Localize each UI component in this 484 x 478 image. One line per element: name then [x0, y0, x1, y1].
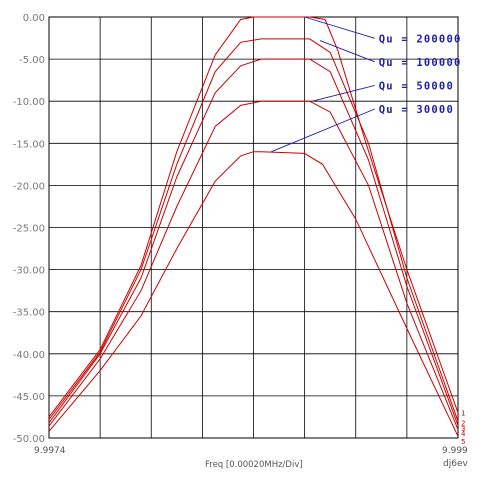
callout-leader: [271, 108, 375, 153]
curve-line: [48, 151, 459, 437]
y-tick-label: -25.00: [13, 224, 45, 235]
y-tick-label: -35.00: [13, 308, 45, 319]
y-tick-label: -50.00: [13, 434, 45, 445]
y-tick-label: -40.00: [13, 350, 45, 361]
x-axis-title: Freq [0.00020MHz/Div]: [205, 460, 303, 470]
curve-end-label: 5: [461, 438, 465, 446]
y-tick-label: -10.00: [13, 97, 45, 108]
callout-leader: [312, 84, 375, 102]
curve-line: [48, 16, 459, 418]
callouts: Qu = 200000 Qu = 100000 Qu = 50000 Qu = 300…: [271, 16, 462, 153]
curve-end-label: 2: [461, 419, 465, 427]
y-tick-label: -5.00: [19, 55, 45, 66]
curve-end-label: 1: [461, 410, 465, 418]
callout-leader: [319, 40, 375, 63]
y-tick-label: -20.00: [13, 181, 45, 192]
x-start-label: 9.9974: [34, 446, 66, 456]
callout-leader: [304, 16, 375, 39]
callout-label: Qu = 200000: [379, 33, 462, 45]
callout-label: Qu = 30000: [379, 104, 454, 116]
curve-end-label: 3: [461, 425, 465, 433]
corner-label: dj6ev: [443, 459, 468, 469]
curve-end-label: 4: [461, 430, 466, 438]
y-tick-label: 0.00: [23, 13, 45, 24]
curve-line: [48, 100, 459, 430]
curve-line: [48, 58, 459, 426]
y-tick-label: -30.00: [13, 266, 45, 277]
x-end-label: 9.999: [442, 446, 468, 456]
y-tick-label: -45.00: [13, 392, 45, 403]
callout-label: Qu = 50000: [379, 80, 454, 92]
callout-label: Qu = 100000: [379, 57, 462, 69]
grid: [49, 17, 458, 438]
curve-line: [48, 38, 459, 422]
y-tick-labels: 0.00 -5.00 -10.00 -15.00 -20.00 -25.00 -30.00 -…: [13, 13, 45, 445]
y-tick-label: -15.00: [13, 139, 45, 150]
